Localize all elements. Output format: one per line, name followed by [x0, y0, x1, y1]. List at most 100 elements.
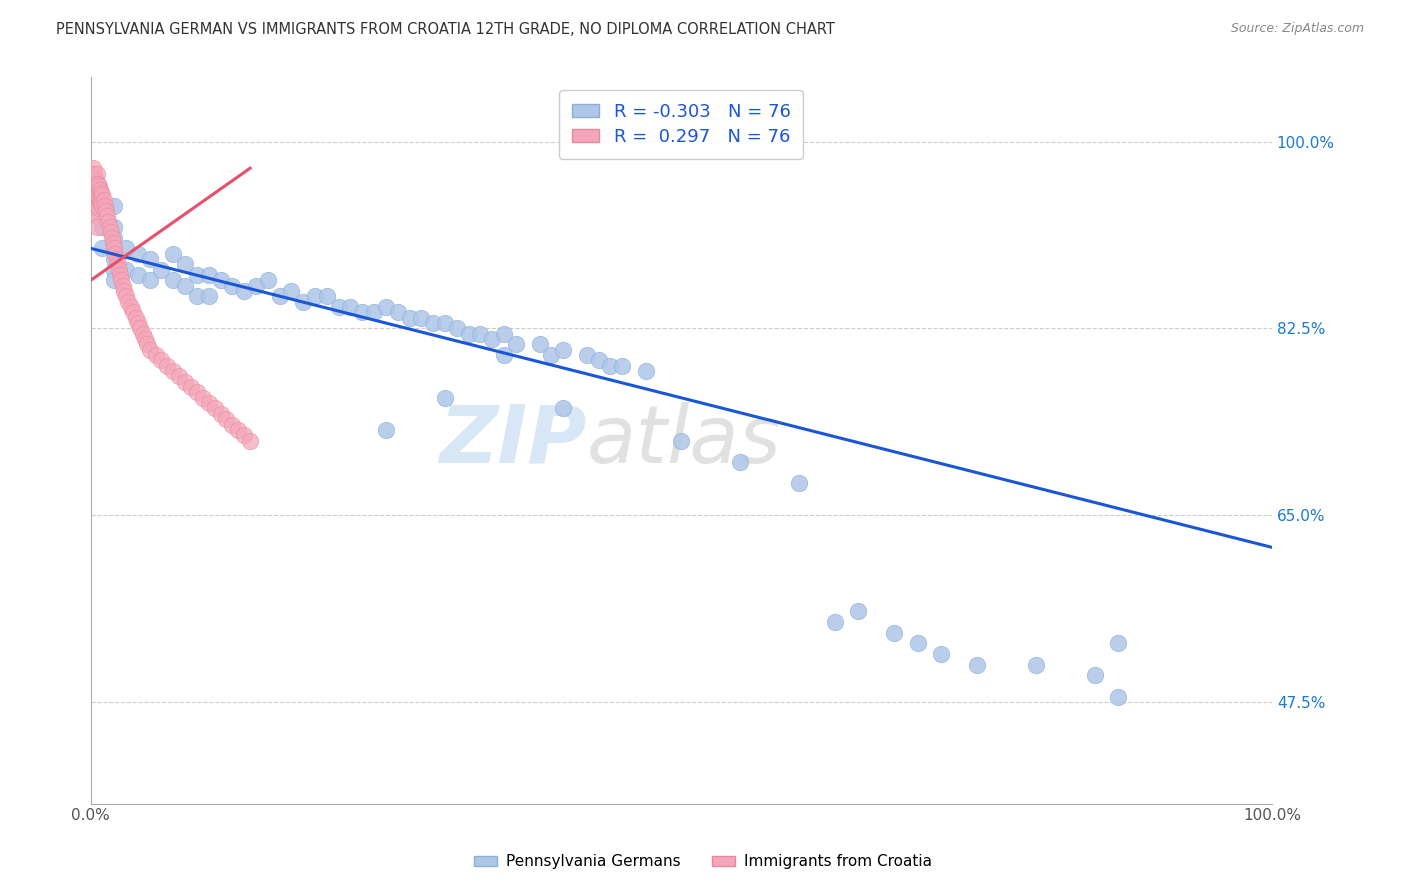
Point — [186, 268, 208, 282]
Point — [111, 278, 134, 293]
Point — [209, 273, 232, 287]
Point — [191, 391, 214, 405]
Point — [127, 268, 149, 282]
Point — [103, 198, 125, 212]
Point — [352, 305, 374, 319]
Point — [422, 316, 444, 330]
Point — [84, 193, 107, 207]
Point — [233, 428, 256, 442]
Point — [269, 289, 291, 303]
Point — [553, 401, 575, 416]
Point — [197, 268, 219, 282]
Point — [553, 343, 575, 357]
Point — [588, 353, 610, 368]
Point — [100, 225, 122, 239]
Legend: Pennsylvania Germans, Immigrants from Croatia: Pennsylvania Germans, Immigrants from Cr… — [468, 848, 938, 875]
Point — [162, 273, 184, 287]
Point — [103, 219, 125, 234]
Point — [145, 348, 167, 362]
Point — [91, 241, 114, 255]
Point — [1025, 657, 1047, 672]
Point — [94, 203, 117, 218]
Point — [136, 337, 159, 351]
Point — [481, 332, 503, 346]
Point — [129, 321, 152, 335]
Point — [197, 396, 219, 410]
Point — [103, 273, 125, 287]
Point — [97, 214, 120, 228]
Point — [292, 294, 315, 309]
Point — [470, 326, 492, 341]
Point — [86, 167, 108, 181]
Point — [304, 289, 326, 303]
Text: atlas: atlas — [586, 401, 782, 480]
Point — [103, 230, 125, 244]
Point — [101, 230, 124, 244]
Point — [89, 193, 111, 207]
Point — [82, 203, 104, 218]
Point — [98, 219, 121, 234]
Point — [883, 625, 905, 640]
Point — [280, 284, 302, 298]
Point — [101, 235, 124, 250]
Text: PENNSYLVANIA GERMAN VS IMMIGRANTS FROM CROATIA 12TH GRADE, NO DIPLOMA CORRELATIO: PENNSYLVANIA GERMAN VS IMMIGRANTS FROM C… — [56, 22, 835, 37]
Point — [115, 289, 138, 303]
Point — [105, 252, 128, 266]
Point — [221, 417, 243, 432]
Point — [634, 364, 657, 378]
Point — [174, 257, 197, 271]
Point — [83, 188, 105, 202]
Point — [96, 209, 118, 223]
Point — [174, 375, 197, 389]
Point — [540, 348, 562, 362]
Point — [108, 268, 131, 282]
Point — [256, 273, 278, 287]
Point — [434, 316, 457, 330]
Point — [117, 294, 139, 309]
Point — [245, 278, 267, 293]
Point — [103, 252, 125, 266]
Point — [167, 369, 190, 384]
Point — [156, 359, 179, 373]
Point — [162, 364, 184, 378]
Point — [83, 167, 105, 181]
Point — [120, 300, 142, 314]
Point — [180, 380, 202, 394]
Point — [494, 348, 516, 362]
Point — [115, 241, 138, 255]
Point — [138, 273, 160, 287]
Point — [87, 179, 110, 194]
Point — [91, 198, 114, 212]
Point — [824, 615, 846, 629]
Point — [186, 289, 208, 303]
Point — [110, 273, 132, 287]
Legend: R = -0.303   N = 76, R =  0.297   N = 76: R = -0.303 N = 76, R = 0.297 N = 76 — [560, 90, 803, 159]
Point — [127, 246, 149, 260]
Point — [115, 262, 138, 277]
Point — [363, 305, 385, 319]
Point — [86, 188, 108, 202]
Point — [91, 198, 114, 212]
Point — [86, 198, 108, 212]
Point — [124, 310, 146, 325]
Point — [339, 300, 361, 314]
Point — [387, 305, 409, 319]
Point — [197, 289, 219, 303]
Point — [1107, 636, 1129, 650]
Point — [90, 196, 112, 211]
Point — [494, 326, 516, 341]
Point — [162, 246, 184, 260]
Point — [150, 262, 173, 277]
Point — [82, 172, 104, 186]
Point — [138, 252, 160, 266]
Point — [848, 604, 870, 618]
Point — [612, 359, 634, 373]
Point — [93, 193, 115, 207]
Point — [174, 278, 197, 293]
Point — [86, 198, 108, 212]
Point — [233, 284, 256, 298]
Point — [90, 186, 112, 200]
Point — [84, 172, 107, 186]
Point — [730, 455, 752, 469]
Point — [108, 262, 131, 277]
